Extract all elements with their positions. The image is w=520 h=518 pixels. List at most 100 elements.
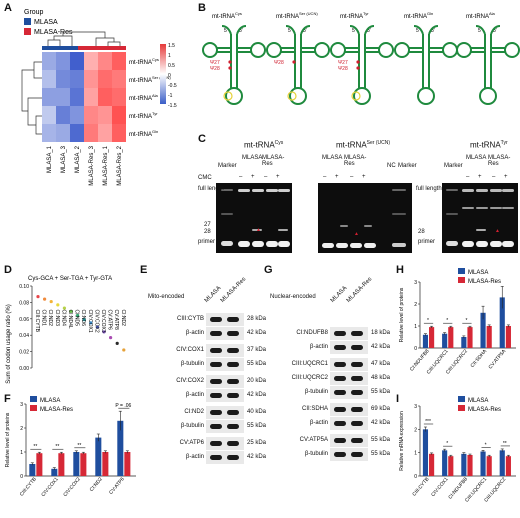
codon-dot bbox=[95, 325, 99, 329]
gel2-mlasa-label: MLASA bbox=[322, 155, 343, 161]
wb-band bbox=[334, 362, 346, 367]
trna-5prime: 5' bbox=[288, 28, 292, 34]
legend-label: MLASA-Res bbox=[468, 407, 501, 413]
sig-label: *** bbox=[425, 419, 431, 425]
wb-band-row bbox=[330, 327, 368, 340]
gel3-minus-1: – bbox=[466, 174, 470, 180]
gel2-28-label: 28 bbox=[418, 229, 425, 235]
gel3-marker-label: Marker bbox=[444, 163, 463, 169]
bar bbox=[442, 333, 448, 348]
row-label-sup: Cys bbox=[152, 57, 159, 62]
wb-kda-label: 25 kDa bbox=[247, 440, 267, 446]
codon-chart-title: Cys-GCA + Ser-TGA + Tyr-GTA bbox=[28, 276, 112, 282]
wb-band bbox=[351, 390, 363, 395]
heatmap-cell bbox=[42, 124, 56, 142]
trna-3prime: 3' bbox=[303, 28, 307, 34]
codon-ylabel: Sum of codon usage ratio (%) bbox=[6, 304, 12, 383]
wb-band bbox=[351, 376, 363, 381]
heatmap-cell bbox=[42, 70, 56, 88]
trna-mod-dot bbox=[228, 60, 232, 64]
wb-band bbox=[210, 379, 222, 384]
codon-y-tick-label: 0.00 bbox=[19, 366, 29, 372]
trna-3prime: 3' bbox=[239, 28, 243, 34]
codon-x-label: CI:ND4 bbox=[60, 310, 66, 327]
wb-band bbox=[334, 390, 346, 395]
codon-dot bbox=[69, 309, 73, 314]
gel2-plus-1: + bbox=[335, 174, 339, 180]
codon-usage-chart: Cys-GCA + Ser-TGA + Tyr-GTA Sum of codon… bbox=[6, 276, 126, 384]
trna-mod-dot bbox=[356, 60, 360, 64]
trna-anticodon-highlight bbox=[223, 91, 233, 101]
gel3-mlasa-res-label: MLASA-Res bbox=[488, 155, 511, 167]
bar bbox=[51, 468, 58, 476]
heatmap-cell bbox=[56, 88, 70, 106]
color-scale-tick: -0.5 bbox=[168, 83, 177, 89]
wb-band-row bbox=[206, 389, 244, 402]
wb-band-row bbox=[330, 386, 368, 399]
heatmap-legend-mlasa-res: MLASA-Res bbox=[34, 29, 73, 36]
wb-kda-label: 40 kDa bbox=[247, 409, 267, 415]
bar bbox=[461, 337, 467, 348]
wb-protein-label: CIV:COX2 bbox=[176, 378, 204, 384]
heatmap-col-label: MLASA-Res_3 bbox=[89, 145, 95, 185]
wb-kda-label: 42 kDa bbox=[371, 420, 391, 426]
trna-5prime: 5' bbox=[416, 28, 420, 34]
gel1-28-label: 28 bbox=[204, 229, 211, 235]
heatmap-legend-mlasa: MLASA bbox=[34, 19, 58, 26]
trna-mod-label: Ψ27 bbox=[338, 60, 348, 66]
heatmap-cell bbox=[84, 52, 98, 70]
row-label-sup: Tyr bbox=[152, 111, 158, 116]
wb-band bbox=[334, 452, 346, 457]
gel2-mlasa-res-label: MLASA-Res bbox=[344, 155, 367, 167]
wb-protein-label: CV:ATP5A bbox=[299, 437, 328, 443]
heatmap-cell bbox=[98, 88, 112, 106]
wb-band-row bbox=[206, 437, 244, 450]
gel2-title: mt-tRNASer (UCN) bbox=[336, 140, 390, 150]
wb-protein-label: β-tubulin bbox=[180, 361, 204, 367]
wb-kda-label: 55 kDa bbox=[371, 389, 391, 395]
bar bbox=[29, 464, 36, 476]
bar-chart-y-tick-label: 1 bbox=[414, 451, 417, 457]
gel3-mlasa-label: MLASA bbox=[466, 155, 487, 161]
trna-mod-label: Ψ28 bbox=[338, 66, 348, 72]
bar bbox=[467, 455, 473, 476]
wb-nuclear-lane-1: MLASA bbox=[329, 285, 349, 304]
wb-band bbox=[227, 424, 239, 429]
wb-band-row bbox=[206, 327, 244, 340]
bar bbox=[467, 327, 473, 348]
gel3-title: mt-tRNATyr bbox=[470, 140, 508, 150]
row-label-base: mt-tRNA bbox=[129, 132, 152, 138]
codon-x-label: CI:ND2 bbox=[120, 310, 126, 327]
heatmap-row-label: mt-tRNATyr bbox=[129, 111, 158, 120]
wb-band-row bbox=[206, 420, 244, 433]
bar-chart-f: Relative level of proteins0123**CIII:CYT… bbox=[5, 396, 136, 498]
heatmap-cell bbox=[84, 88, 98, 106]
bar-chart-y-tick-label: 3 bbox=[414, 280, 417, 286]
heatmap-cell bbox=[98, 52, 112, 70]
heatmap-col-labels: MLASA_1 MLASA_3 MLASA_2 MLASA-Res_3 MLASA-Re… bbox=[47, 145, 123, 185]
heatmap-row-label: mt-tRNAAla bbox=[129, 93, 159, 102]
heatmap-cell bbox=[56, 52, 70, 70]
sig-label: ** bbox=[33, 444, 37, 450]
sig-label: ** bbox=[503, 441, 507, 447]
bar-chart-y-tick-label: 3 bbox=[20, 402, 23, 408]
gel2-title-sup: Ser (UCN) bbox=[366, 140, 391, 146]
codon-x-label: CV:ATP8 bbox=[113, 310, 119, 331]
gel1-marker-label: Marker bbox=[218, 163, 237, 169]
trna-structure: mt-tRNAGln 5' 3' bbox=[394, 11, 458, 105]
wb-protein-label: β-actin bbox=[309, 344, 328, 350]
bar bbox=[102, 452, 109, 476]
gel2-plus-2: + bbox=[362, 174, 366, 180]
trna-structure: mt-tRNASer (UCN) 5' 3' Ψ28 bbox=[266, 11, 330, 105]
wb-band-row bbox=[206, 451, 244, 464]
row-label-base: mt-tRNA bbox=[129, 114, 152, 120]
wb-band bbox=[227, 331, 239, 336]
bar-chart-y-tick-label: 0 bbox=[20, 474, 23, 480]
panel-label-i: I bbox=[396, 393, 400, 405]
wb-band bbox=[227, 410, 239, 415]
trna-name: mt-tRNACys bbox=[212, 11, 242, 20]
wb-band bbox=[351, 407, 363, 412]
bar bbox=[422, 429, 429, 476]
